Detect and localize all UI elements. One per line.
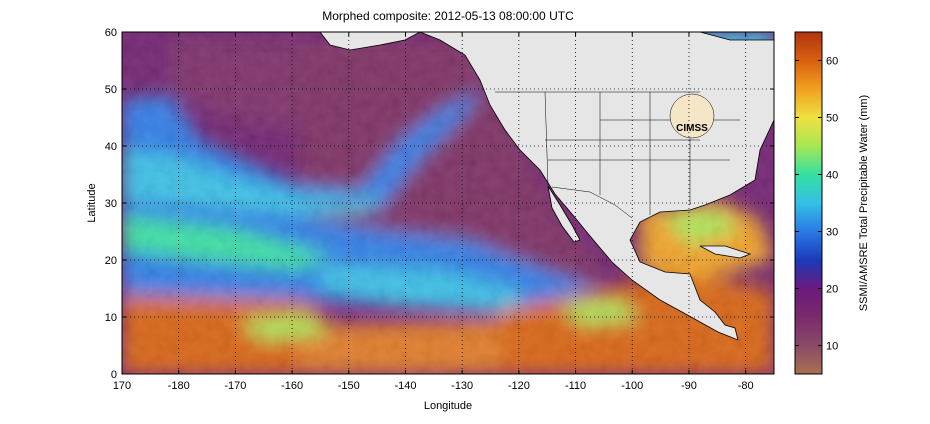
colorbar-tick-label: 60 (826, 56, 838, 68)
colorbar-tick-label: 40 (826, 170, 838, 182)
alaska-fragment (319, 32, 421, 51)
colorbar-ticks: 10 20 30 40 50 60 (795, 56, 838, 353)
logo-circle (669, 93, 715, 139)
colorbar-tick-label: 20 (826, 284, 838, 296)
x-axis: 170 -180 -170 -160 -150 -140 -130 -120 -110 -100 -… (113, 32, 754, 392)
x-tick-label: -110 (565, 380, 586, 392)
cimss-logo: CIMSS (669, 93, 715, 139)
plot-area: CIMSS (122, 32, 774, 374)
x-tick-label: -180 (168, 380, 190, 392)
chart-title: Morphed composite: 2012-05-13 08:00:00 U… (322, 9, 574, 23)
x-tick-label: -160 (281, 380, 303, 392)
x-tick-label: -80 (738, 380, 754, 392)
x-tick-label: -140 (394, 380, 416, 392)
colorbar-tick-label: 30 (826, 227, 838, 239)
colorbar-tick-label: 50 (826, 113, 838, 125)
y-tick-label: 60 (105, 27, 117, 39)
x-tick-label: -130 (451, 380, 473, 392)
x-tick-label: -100 (621, 380, 643, 392)
state-borders (495, 91, 740, 219)
logo-text: CIMSS (676, 123, 708, 134)
y-tick-label: 20 (105, 255, 117, 267)
cuba (699, 245, 752, 259)
y-axis-label: Latitude (86, 183, 98, 222)
x-axis-label: Longitude (424, 400, 472, 412)
y-tick-label: 50 (105, 84, 117, 96)
y-tick-label: 10 (105, 312, 117, 324)
x-tick-label: 170 (113, 380, 131, 392)
colorbar (794, 31, 823, 375)
x-tick-label: -150 (338, 380, 360, 392)
x-tick-label: -170 (224, 380, 246, 392)
us-mexico-border (551, 186, 633, 219)
y-tick-label: 0 (111, 369, 117, 381)
x-tick-label: -90 (681, 380, 697, 392)
interior-borders (544, 91, 740, 215)
x-tick-label: -120 (508, 380, 530, 392)
colorbar-label: SSMI/AMSRE Total Precipitable Water (mm) (858, 95, 870, 311)
colorbar-tick-label: 10 (826, 341, 838, 353)
y-axis: 0 10 20 30 40 50 60 (105, 27, 774, 381)
y-tick-label: 40 (105, 141, 117, 153)
baja-california (547, 185, 581, 243)
y-tick-label: 30 (105, 198, 117, 210)
